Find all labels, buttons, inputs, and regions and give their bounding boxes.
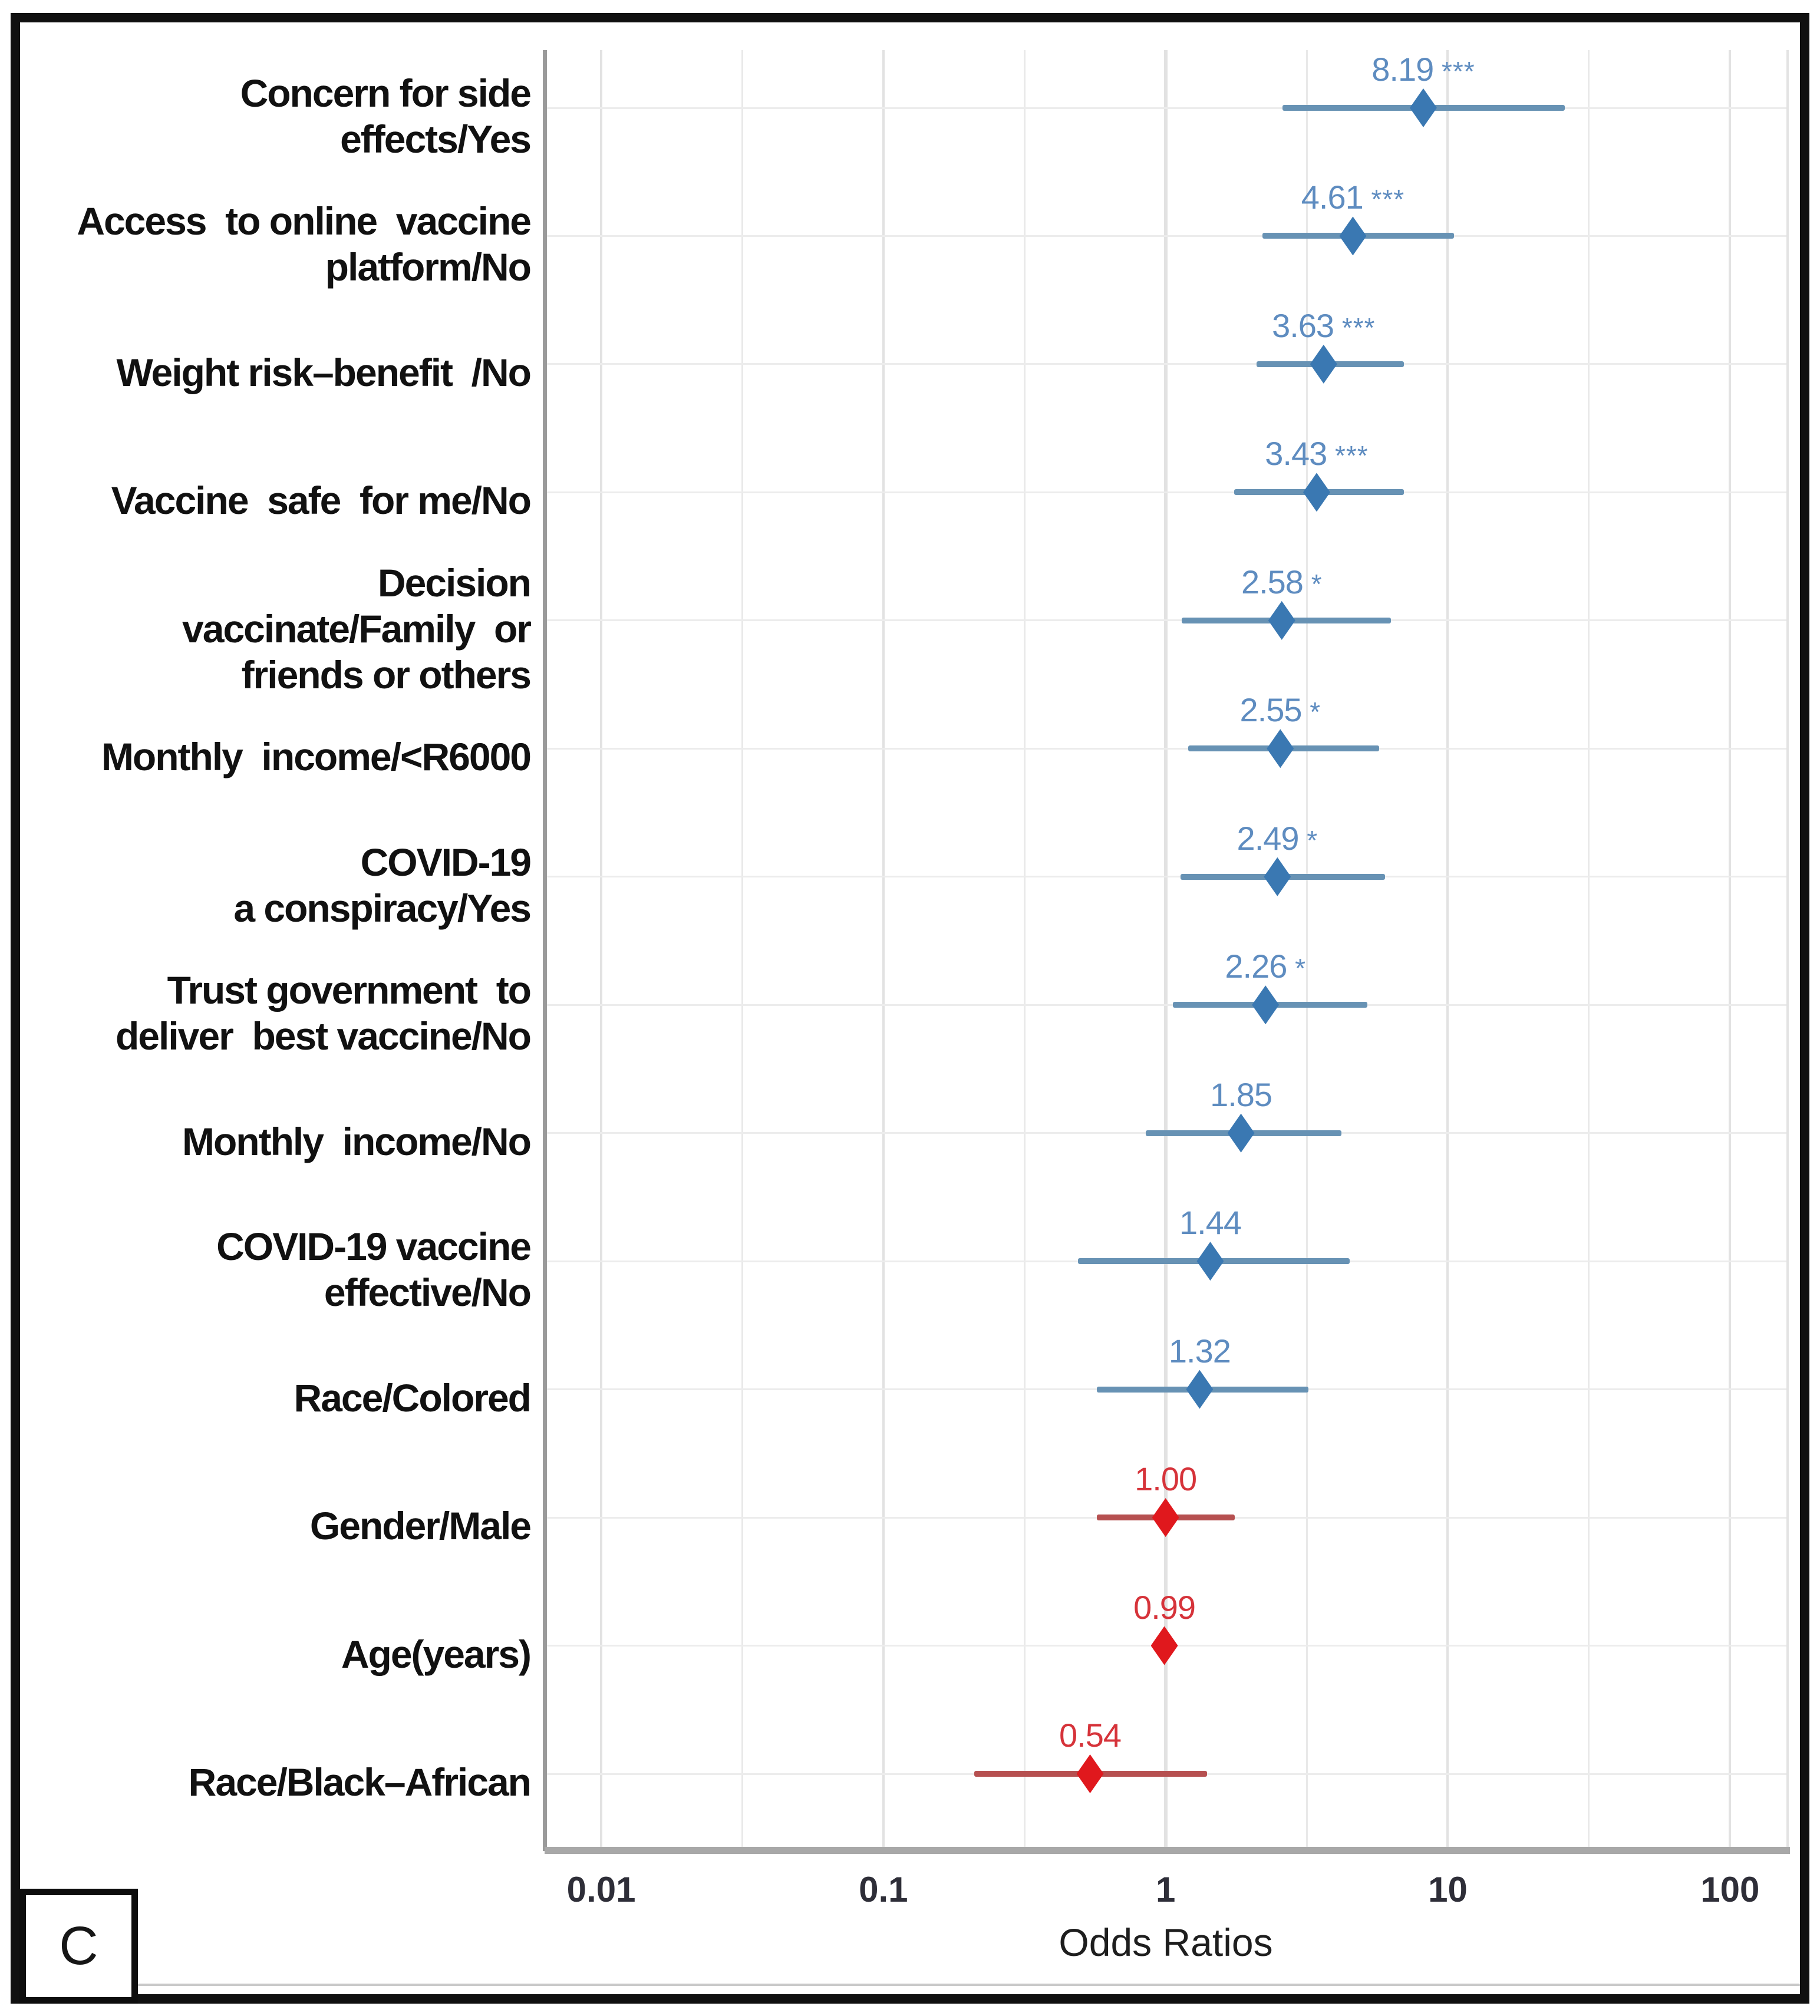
value-label: 1.85 xyxy=(1210,1075,1272,1114)
significance-stars: *** xyxy=(1433,56,1475,87)
row-label: Gender/Male xyxy=(309,1504,532,1548)
row-label: Age(years) xyxy=(341,1632,532,1676)
value-label: 2.26 * xyxy=(1225,947,1306,985)
gridline-x-minor xyxy=(1305,50,1308,1847)
gridline-x-minor xyxy=(1023,50,1026,1847)
row-label: Vaccine safe for me/No xyxy=(111,479,532,523)
gridline-x-major xyxy=(600,50,603,1847)
value-label: 3.63 *** xyxy=(1272,306,1375,345)
row-label: Weight risk–benefit /No xyxy=(116,350,532,394)
panel-label: C xyxy=(59,1916,98,1976)
value-label: 2.58 * xyxy=(1241,563,1323,601)
odds-ratio-value: 2.49 xyxy=(1237,819,1300,857)
significance-stars: * xyxy=(1303,568,1323,599)
gridline-x-major xyxy=(1163,50,1168,1847)
figure-border xyxy=(11,13,1809,2004)
odds-ratio-value: 2.55 xyxy=(1239,691,1303,729)
row-label: Access to online vaccine platform/No xyxy=(77,199,532,289)
row-label: Monthly income/No xyxy=(182,1119,532,1163)
odds-ratio-value: 1.44 xyxy=(1179,1204,1242,1242)
odds-ratio-value: 0.99 xyxy=(1133,1588,1196,1626)
row-label: Concern for side effects/Yes xyxy=(240,71,532,161)
row-label: Race/Black–African xyxy=(188,1760,532,1804)
odds-ratio-value: 4.61 xyxy=(1301,179,1364,216)
significance-stars: *** xyxy=(1334,312,1376,343)
row-label: Decision vaccinate/Family or friends or … xyxy=(182,561,532,697)
gridline-y xyxy=(545,107,1788,109)
x-axis-title: Odds Ratios xyxy=(1059,1921,1273,1964)
odds-ratio-value: 8.19 xyxy=(1371,51,1434,88)
x-tick-label: 0.1 xyxy=(859,1870,908,1909)
x-tick-label: 100 xyxy=(1700,1870,1760,1909)
significance-stars: *** xyxy=(1327,440,1369,471)
gridline-y xyxy=(545,235,1788,237)
value-label: 1.32 xyxy=(1169,1332,1231,1370)
y-axis-line xyxy=(543,50,547,1851)
x-axis-line xyxy=(545,1847,1790,1854)
significance-stars: *** xyxy=(1363,184,1405,215)
value-label: 4.61 *** xyxy=(1301,178,1404,216)
odds-ratio-value: 1.32 xyxy=(1168,1332,1231,1370)
odds-ratio-value: 2.26 xyxy=(1225,948,1287,985)
x-tick-label: 0.01 xyxy=(566,1870,636,1909)
row-label: COVID-19 a conspiracy/Yes xyxy=(233,840,532,930)
odds-ratio-value: 3.63 xyxy=(1272,306,1334,344)
gridline-y xyxy=(545,619,1788,622)
significance-stars: * xyxy=(1298,824,1318,856)
gridline-y xyxy=(545,747,1788,750)
value-label: 8.19 *** xyxy=(1371,50,1475,88)
value-label: 2.49 * xyxy=(1237,819,1318,857)
odds-ratio-value: 2.58 xyxy=(1241,563,1304,600)
odds-ratio-value: 1.85 xyxy=(1210,1075,1272,1113)
gridline-y xyxy=(545,363,1788,365)
gridline-x-minor xyxy=(1588,50,1590,1847)
gridline-x-major xyxy=(1729,50,1732,1847)
value-label: 1.00 xyxy=(1135,1460,1197,1498)
value-label: 1.44 xyxy=(1179,1203,1242,1242)
value-label: 0.99 xyxy=(1133,1588,1196,1626)
row-label: Trust government to deliver best vaccine… xyxy=(115,968,532,1058)
gridline-x-minor xyxy=(741,50,743,1847)
significance-stars: * xyxy=(1287,953,1307,984)
bottom-divider-line xyxy=(138,1984,1800,1986)
odds-ratio-value: 0.54 xyxy=(1059,1717,1122,1754)
row-label: Race/Colored xyxy=(294,1375,532,1420)
x-tick-label: 1 xyxy=(1155,1870,1176,1909)
panel-label-box: C xyxy=(19,1889,138,2004)
odds-ratio-value: 3.43 xyxy=(1265,435,1327,473)
value-label: 3.43 *** xyxy=(1265,434,1368,473)
value-label: 0.54 xyxy=(1059,1716,1122,1754)
odds-ratio-value: 1.00 xyxy=(1135,1460,1197,1498)
x-tick-label: 10 xyxy=(1428,1870,1468,1909)
gridline-x-major xyxy=(882,50,885,1847)
significance-stars: * xyxy=(1301,697,1321,728)
gridline-y xyxy=(545,876,1788,878)
value-label: 2.55 * xyxy=(1240,691,1321,729)
gridline-y xyxy=(545,491,1788,493)
gridline-x-major xyxy=(1446,50,1449,1847)
gridline-y xyxy=(545,1004,1788,1006)
panel-right-border xyxy=(1786,50,1789,1847)
row-label: COVID-19 vaccine effective/No xyxy=(216,1225,532,1315)
row-label: Monthly income/<R6000 xyxy=(101,735,532,779)
